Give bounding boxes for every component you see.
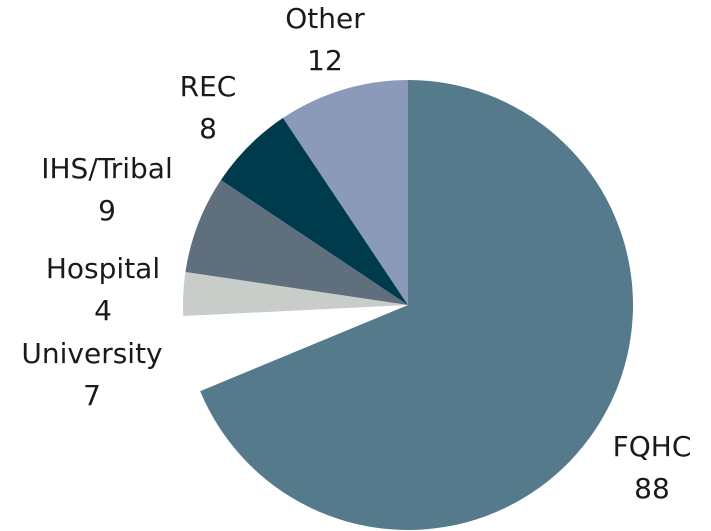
slice-label: FQHC (613, 430, 692, 463)
slice-value: 12 (307, 44, 343, 77)
slice-label: University (21, 337, 162, 370)
slice-label: IHS/Tribal (41, 152, 173, 185)
pie-slice (185, 179, 408, 305)
slice-label: Hospital (46, 252, 160, 285)
slice-value: 88 (634, 472, 670, 505)
slice-label: REC (180, 70, 237, 103)
slice-value: 7 (83, 379, 101, 412)
pie-slice (282, 80, 408, 305)
slice-label: Other (285, 2, 365, 35)
pie-slice (183, 271, 408, 317)
slice-value: 9 (98, 194, 116, 227)
pie-slice (220, 117, 408, 305)
slice-value: 4 (94, 294, 112, 327)
pie-slice (183, 305, 408, 392)
slice-value: 8 (199, 112, 217, 145)
pie-slice (200, 80, 634, 530)
